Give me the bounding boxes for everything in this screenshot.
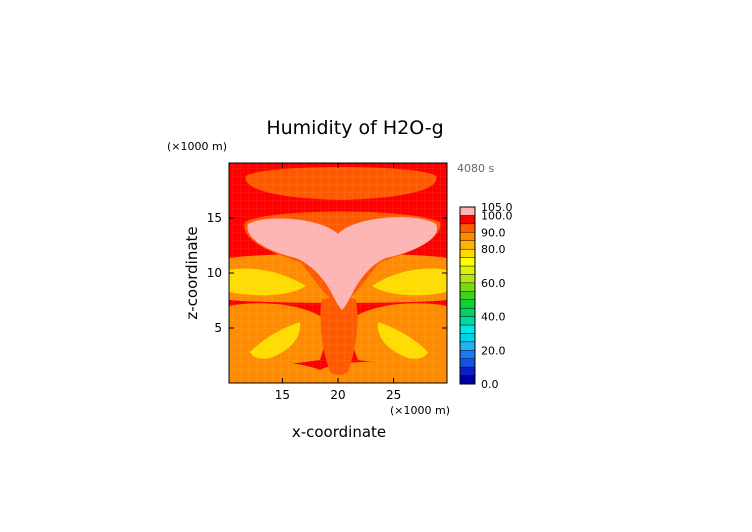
colorbar-label: 105.0 [481,201,513,214]
chart-title: Humidity of H2O-g [266,117,443,139]
x-unit-label: (×1000 m) [390,404,450,417]
colorbar-swatch [459,350,476,359]
y-tick-label: 15 [207,211,222,225]
colorbar-swatch [459,316,476,326]
colorbar-label: 20.0 [481,344,506,357]
colorbar-swatch [459,248,476,258]
colorbar-label: 60.0 [481,277,506,290]
colorbar-swatch [459,274,476,284]
y-tick-label: 5 [214,321,222,335]
colorbar-swatch [459,257,476,267]
colorbar-label: 40.0 [481,311,506,324]
x-tick-label: 20 [330,388,345,402]
colorbar-swatch [459,215,476,225]
humidity-field [229,163,447,383]
y-axis-label: z-coordinate [183,226,201,319]
colorbar-swatch [459,299,476,309]
colorbar-swatch [459,375,476,385]
colorbar-label: 100.0 [481,209,513,222]
colorbar-swatch [459,341,476,351]
colorbar-swatch [459,366,476,376]
y-unit-label: (×1000 m) [167,140,227,153]
x-tick-label: 25 [386,388,401,402]
y-tick-label: 10 [207,266,222,280]
colorbar-swatch [459,358,476,368]
colorbar-label: 90.0 [481,226,506,239]
x-axis: 15 20 25 [275,163,401,402]
colorbar-swatch [459,265,476,275]
y-axis: 5 10 15 [207,211,447,335]
colorbar-swatch [459,307,476,317]
colorbar-swatch [459,324,476,334]
colorbar-swatch [459,206,476,216]
colorbar-swatch [459,282,476,292]
colorbar-label: 0.0 [481,378,499,391]
colorbar-label: 80.0 [481,243,506,256]
colorbar-swatch [459,240,476,250]
time-label: 4080 s [457,162,494,175]
colorbar-swatch [459,232,476,241]
colorbar-swatch [459,333,476,343]
x-tick-label: 15 [275,388,290,402]
colorbar-frame [459,206,476,385]
x-axis-label: x-coordinate [292,423,386,441]
colorbar-swatch [459,291,476,300]
colorbar-swatch [459,223,476,233]
